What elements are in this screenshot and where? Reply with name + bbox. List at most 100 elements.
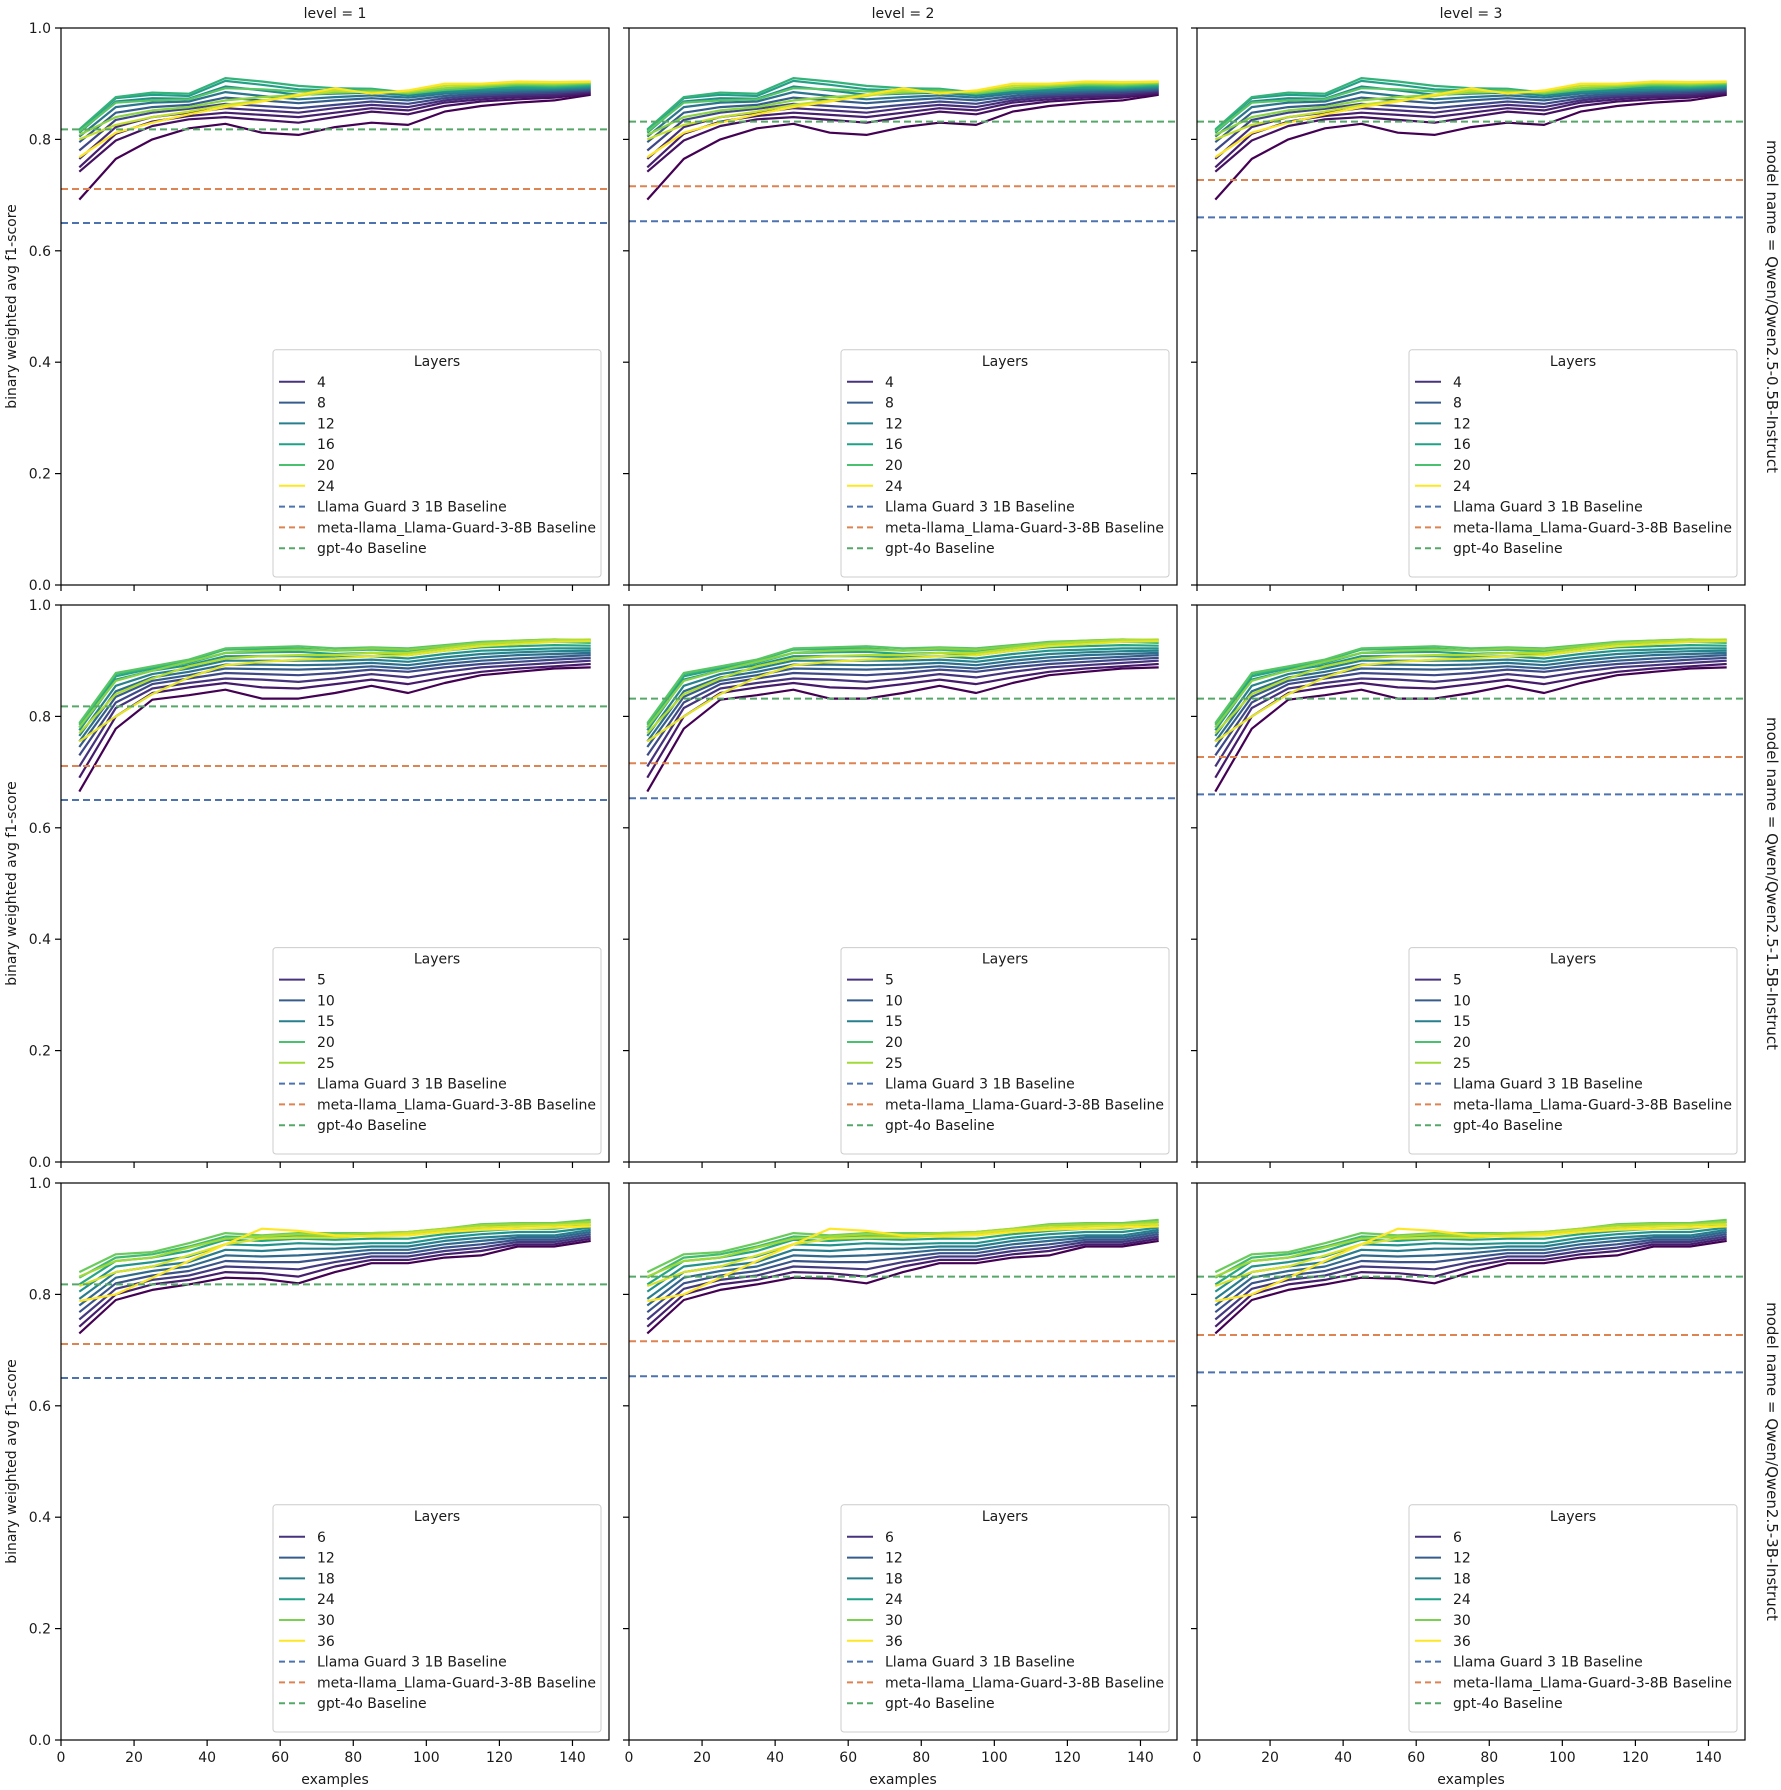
panel-0-2: level = 3 model name = Qwen/Qwen2.5-0.5B-… [1191, 6, 1781, 591]
series-line-layer-7 [1214, 656, 1727, 757]
legend-label: meta-llama_Llama-Guard-3-8B Baseline [1453, 1675, 1732, 1691]
legend-label: gpt-4o Baseline [317, 1696, 427, 1712]
legend-label: gpt-4o Baseline [1453, 1118, 1563, 1134]
legend-label: Llama Guard 3 1B Baseline [317, 1077, 507, 1093]
legend-label: meta-llama_Llama-Guard-3-8B Baseline [885, 520, 1164, 536]
x-tick-label: 80 [1480, 1750, 1498, 1766]
series-line-layer-6 [78, 89, 591, 152]
x-tick-label: 40 [198, 1750, 216, 1766]
legend-label: Llama Guard 3 1B Baseline [317, 500, 507, 516]
series-line-layer-1 [1214, 1239, 1727, 1335]
legend-label: 4 [317, 375, 326, 391]
legend-label: 6 [1453, 1530, 1462, 1546]
legend-label: 8 [885, 396, 894, 412]
legend-box [840, 349, 1170, 578]
legend-label: meta-llama_Llama-Guard-3-8B Baseline [1453, 520, 1732, 536]
panel-1-1: Layers 5 10 15 20 25 Llama Guard 3 1B Baseline… [623, 604, 1178, 1168]
legend-label: meta-llama_Llama-Guard-3-8B Baseline [885, 1675, 1164, 1691]
x-tick-label: 60 [1407, 1750, 1425, 1766]
legend-label: 4 [885, 375, 894, 391]
legend-label: 18 [1453, 1571, 1471, 1587]
y-tick-label: 0.4 [29, 355, 51, 371]
series-line-layer-1 [646, 93, 1159, 201]
x-axis-label: examples [1437, 1772, 1505, 1788]
series-line-layer-23 [646, 638, 1159, 729]
series-line-layer-7 [646, 656, 1159, 757]
legend: Layers 6 12 18 24 30 36 Llama Guard 3 1B Baseli… [840, 1504, 1170, 1733]
series-line-layer-1 [1214, 93, 1727, 201]
panel-frame [628, 1182, 1178, 1741]
legend-label: 20 [1453, 1035, 1471, 1051]
panel-frame [60, 1182, 610, 1741]
legend-label: 30 [1453, 1613, 1471, 1629]
series-group [1197, 638, 1745, 796]
x-tick-label: 60 [271, 1750, 289, 1766]
legend-label: Llama Guard 3 1B Baseline [885, 1655, 1075, 1671]
series-line-layer-3 [1214, 662, 1727, 779]
panel-2-2: 0 20 40 60 80 100 120 140 examples model name = Q… [1191, 1182, 1781, 1788]
legend-label: Llama Guard 3 1B Baseline [885, 500, 1075, 516]
series-group [61, 638, 609, 801]
legend-box [1408, 1504, 1738, 1733]
legend-label: gpt-4o Baseline [1453, 1696, 1563, 1712]
legend-label: Llama Guard 3 1B Baseline [1453, 1655, 1643, 1671]
legend-label: 5 [885, 973, 894, 989]
legend-label: 24 [317, 479, 335, 495]
legend-box [840, 947, 1170, 1155]
series-line-layer-13 [646, 1230, 1159, 1307]
series-line-layer-13 [646, 649, 1159, 737]
panel-frame [60, 604, 610, 1163]
series-line-layer-25 [1214, 1220, 1727, 1279]
col-title: level = 1 [304, 6, 367, 22]
panel-0-0: 0.0 0.2 0.4 0.6 0.8 1.0 level = 1 binary weight… [4, 6, 610, 594]
legend-label: gpt-4o Baseline [885, 541, 995, 557]
legend-label: 8 [1453, 396, 1462, 412]
legend-label: gpt-4o Baseline [885, 1118, 995, 1134]
legend-title: Layers [1550, 952, 1596, 968]
legend-label: 36 [317, 1634, 335, 1650]
series-line-layer-24 [1214, 80, 1727, 159]
legend-label: meta-llama_Llama-Guard-3-8B Baseline [317, 1097, 596, 1113]
series-group [61, 77, 609, 224]
y-tick-label: 0.4 [29, 932, 51, 948]
legend-label: 4 [1453, 375, 1462, 391]
series-line-layer-5 [646, 659, 1159, 768]
legend-box [272, 947, 602, 1155]
series-line-layer-10 [646, 1233, 1159, 1314]
x-tick-label: 80 [344, 1750, 362, 1766]
legend-label: Llama Guard 3 1B Baseline [317, 1655, 507, 1671]
series-line-layer-7 [1214, 1235, 1727, 1321]
legend-title: Layers [414, 952, 460, 968]
panel-frame [628, 27, 1178, 586]
x-axis-label: examples [869, 1772, 937, 1788]
legend-label: 24 [317, 1592, 335, 1608]
row-title: model name = Qwen/Qwen2.5-1.5B-Instruct [1763, 717, 1781, 1050]
legend-label: 36 [885, 1634, 903, 1650]
panel-frame [628, 604, 1178, 1163]
legend-label: 24 [1453, 479, 1471, 495]
y-axis-label: binary weighted avg f1-score [4, 781, 20, 986]
series-line-layer-36 [647, 1225, 1159, 1303]
legend-title: Layers [982, 354, 1028, 370]
legend-label: 12 [317, 1551, 335, 1567]
legend-label: 12 [885, 1551, 903, 1567]
y-tick-label: 1.0 [29, 21, 51, 37]
y-tick-label: 0.8 [29, 1287, 51, 1303]
series-line-layer-1 [78, 666, 591, 793]
x-tick-label: 0 [57, 1750, 66, 1766]
x-tick-label: 0 [625, 1750, 634, 1766]
series-line-layer-1 [78, 93, 591, 201]
legend-label: gpt-4o Baseline [885, 1696, 995, 1712]
col-title: level = 3 [1440, 6, 1503, 22]
legend-title: Layers [982, 1509, 1028, 1525]
series-line-layer-13 [78, 1230, 591, 1307]
series-line-layer-27 [646, 640, 1159, 743]
legend-label: 25 [317, 1056, 335, 1072]
series-line-layer-23 [78, 638, 591, 729]
legend-label: 20 [1453, 458, 1471, 474]
legend-label: 20 [885, 458, 903, 474]
series-line-layer-10 [78, 87, 591, 138]
series-line-layer-34 [646, 1223, 1159, 1288]
legend-label: 25 [885, 1056, 903, 1072]
